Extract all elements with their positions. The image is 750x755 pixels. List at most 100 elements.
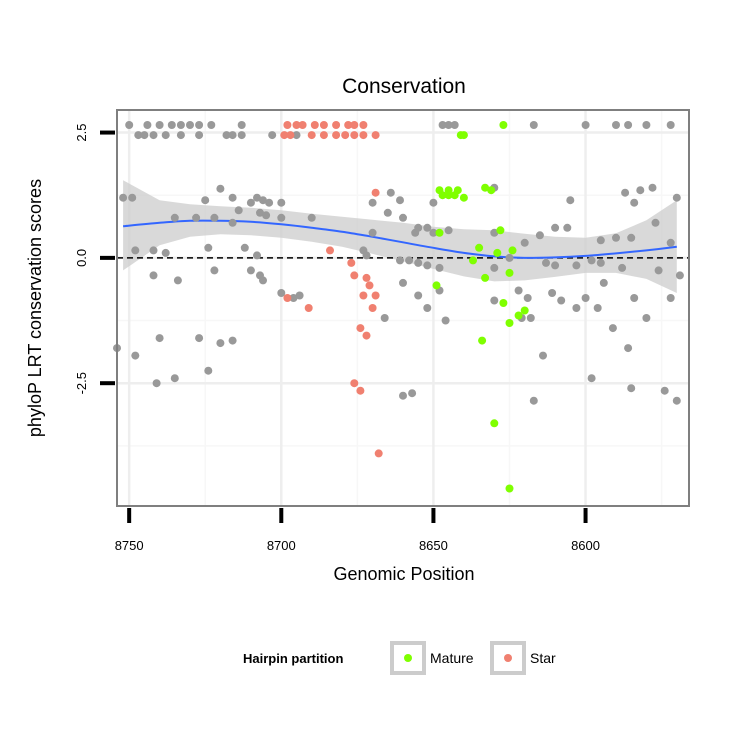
data-point-star bbox=[350, 379, 359, 388]
data-point-other bbox=[289, 294, 298, 302]
data-point-other bbox=[216, 339, 225, 348]
data-point-star bbox=[356, 324, 365, 333]
data-point-other bbox=[259, 276, 267, 285]
data-point-other bbox=[246, 266, 255, 275]
data-point-other bbox=[630, 294, 639, 302]
data-point-mature bbox=[496, 226, 505, 235]
data-point-other bbox=[514, 286, 523, 295]
data-point-other bbox=[143, 121, 152, 129]
data-point-star bbox=[344, 121, 353, 129]
data-point-other bbox=[383, 208, 392, 217]
data-point-other bbox=[660, 386, 669, 395]
data-point-other bbox=[386, 188, 395, 197]
data-point-other bbox=[429, 198, 438, 207]
data-point-star bbox=[371, 291, 380, 300]
data-point-other bbox=[654, 266, 663, 275]
data-point-other bbox=[587, 374, 596, 383]
data-point-mature bbox=[459, 193, 468, 202]
data-point-other bbox=[195, 131, 204, 140]
data-point-other bbox=[268, 131, 277, 140]
data-point-other bbox=[125, 121, 134, 129]
data-point-other bbox=[140, 131, 149, 140]
data-point-mature bbox=[432, 281, 441, 290]
data-point-other bbox=[277, 213, 286, 222]
plot-panel-border bbox=[116, 109, 690, 507]
data-point-other bbox=[149, 246, 158, 255]
data-point-other bbox=[128, 193, 137, 202]
legend-swatch-star bbox=[504, 654, 512, 662]
data-point-other bbox=[399, 391, 407, 400]
data-point-other bbox=[186, 121, 194, 129]
data-point-star bbox=[362, 331, 371, 340]
data-point-other bbox=[228, 218, 237, 227]
data-point-mature bbox=[499, 299, 508, 307]
data-point-other bbox=[399, 213, 407, 222]
data-point-mature bbox=[505, 319, 514, 327]
y-tick-label: 0.0 bbox=[74, 249, 89, 267]
data-point-mature bbox=[456, 131, 465, 140]
axes: 8750 8700 8650 8600 2.5 0.0 -2.5 bbox=[74, 124, 600, 553]
data-point-other bbox=[277, 289, 286, 297]
data-point-other bbox=[539, 351, 547, 360]
data-point-other bbox=[307, 213, 316, 222]
smooth-line bbox=[123, 219, 677, 259]
data-point-other bbox=[204, 243, 213, 252]
data-point-star bbox=[292, 121, 301, 129]
data-point-mature bbox=[499, 121, 508, 129]
data-point-other bbox=[599, 278, 608, 287]
data-point-other bbox=[240, 243, 249, 252]
data-point-other bbox=[529, 121, 538, 129]
legend-swatch-mature bbox=[404, 654, 412, 662]
data-point-mature bbox=[450, 191, 459, 200]
data-point-star bbox=[362, 273, 371, 282]
data-point-star bbox=[341, 131, 350, 140]
data-point-other bbox=[450, 121, 459, 129]
data-point-mature bbox=[505, 268, 514, 277]
x-tick-label: 8750 bbox=[115, 538, 144, 553]
data-point-other bbox=[362, 251, 371, 260]
data-point-star bbox=[307, 131, 316, 140]
data-point-other bbox=[173, 276, 182, 285]
data-point-star bbox=[332, 121, 341, 129]
data-point-other bbox=[295, 291, 304, 300]
data-point-other bbox=[210, 213, 219, 222]
data-point-other bbox=[666, 238, 675, 247]
data-point-other bbox=[396, 196, 404, 205]
data-point-other bbox=[618, 263, 627, 272]
x-axis-label: Genomic Position bbox=[333, 564, 474, 584]
data-point-other bbox=[414, 291, 423, 300]
data-point-other bbox=[222, 131, 231, 140]
data-point-other bbox=[176, 121, 185, 129]
data-point-other bbox=[429, 228, 438, 237]
data-point-other bbox=[292, 131, 301, 140]
data-point-other bbox=[234, 206, 243, 215]
data-point-other bbox=[277, 198, 286, 207]
data-point-mature bbox=[444, 191, 453, 200]
data-point-other bbox=[624, 344, 633, 353]
data-point-other bbox=[228, 336, 237, 345]
x-tick-label: 8600 bbox=[571, 538, 600, 553]
data-point-mature bbox=[493, 248, 502, 257]
data-point-other bbox=[672, 193, 681, 202]
data-point-other bbox=[581, 294, 590, 302]
y-tick-label: 2.5 bbox=[74, 124, 89, 142]
data-point-other bbox=[624, 121, 633, 129]
legend: Hairpin partition Mature Star bbox=[243, 641, 556, 675]
data-point-other bbox=[444, 226, 453, 235]
data-point-other bbox=[675, 271, 684, 280]
data-point-other bbox=[134, 131, 143, 140]
data-point-other bbox=[192, 213, 201, 222]
data-point-other bbox=[529, 396, 538, 405]
data-point-other bbox=[581, 121, 590, 129]
data-point-other bbox=[396, 256, 404, 265]
data-point-other bbox=[380, 314, 389, 322]
data-point-other bbox=[630, 198, 639, 207]
data-point-star bbox=[283, 121, 292, 129]
data-point-other bbox=[608, 324, 617, 333]
data-point-other bbox=[593, 304, 602, 312]
data-point-other bbox=[161, 248, 170, 257]
data-point-other bbox=[596, 236, 605, 245]
